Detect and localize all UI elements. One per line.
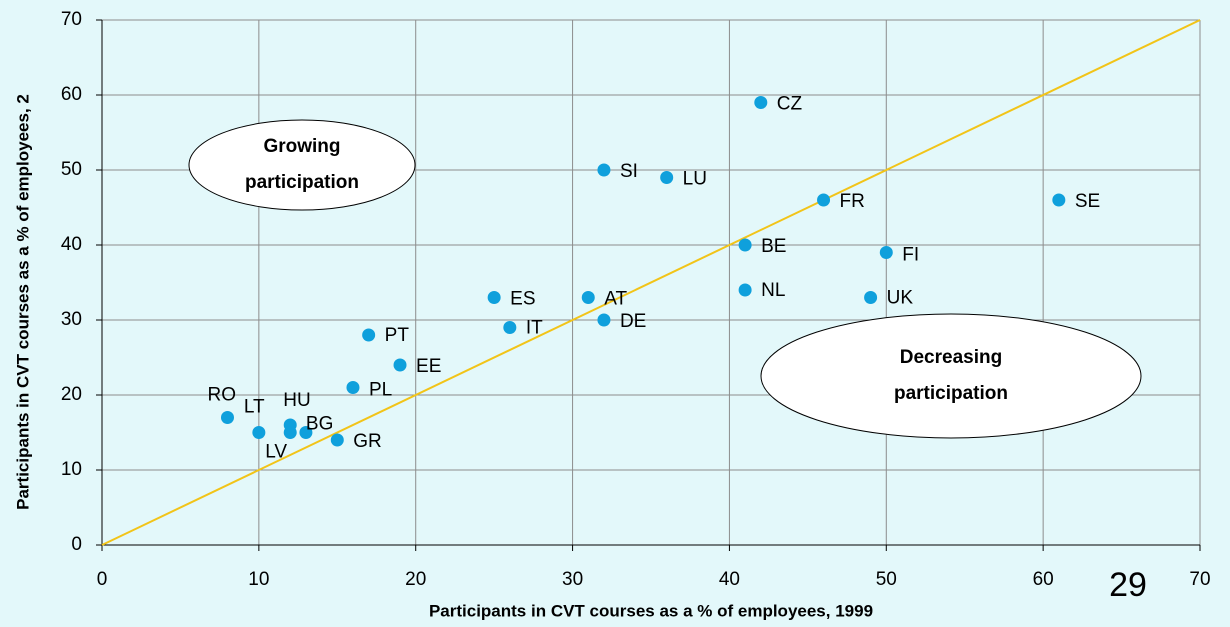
x-tick-label: 10 — [248, 569, 269, 590]
y-tick-label: 10 — [61, 459, 82, 480]
point-label: LU — [683, 169, 707, 190]
point-label: DE — [620, 311, 646, 332]
point-label: PT — [385, 325, 410, 346]
point — [330, 433, 344, 447]
y-tick-label: 20 — [61, 384, 82, 405]
point-label: EE — [416, 356, 441, 377]
point — [597, 313, 611, 327]
x-tick-label: 30 — [562, 569, 583, 590]
point — [817, 193, 831, 207]
point — [597, 163, 611, 177]
y-tick-label: 70 — [61, 9, 82, 30]
point-label: BE — [761, 236, 786, 257]
x-tick-label: 60 — [1033, 569, 1054, 590]
point — [503, 321, 517, 334]
point — [738, 238, 752, 252]
x-tick-label: 0 — [97, 569, 108, 590]
point-label: GR — [353, 431, 382, 452]
y-tick-label: 0 — [71, 534, 82, 555]
x-tick-label: 20 — [405, 569, 426, 590]
x-axis-label: Participants in CVT courses as a % of em… — [429, 601, 873, 620]
point — [754, 96, 768, 109]
point-label: NL — [761, 280, 785, 301]
point — [299, 426, 313, 439]
point-label: PL — [369, 380, 392, 401]
point-label: IT — [526, 318, 543, 339]
point — [487, 291, 501, 304]
x-tick-label: 70 — [1189, 569, 1210, 590]
point — [660, 171, 674, 184]
x-tick-label: 50 — [876, 569, 897, 590]
annotation-text: participation — [245, 172, 359, 193]
y-axis-label: Participants in CVT courses as a % of em… — [13, 94, 32, 510]
y-tick-label: 50 — [61, 159, 82, 180]
annotation-ellipse — [188, 119, 416, 211]
point — [283, 426, 297, 439]
point-label: AT — [604, 289, 627, 310]
point-label: ES — [510, 289, 535, 310]
point — [362, 328, 376, 342]
point-label: LV — [265, 442, 287, 463]
x-tick-label: 40 — [719, 569, 740, 590]
point-label: LT — [244, 397, 265, 418]
point-label: FI — [902, 245, 919, 266]
annotation-text: Decreasing — [900, 347, 1002, 368]
point-label: CZ — [777, 94, 803, 115]
point — [393, 358, 407, 372]
point-label: SI — [620, 161, 638, 182]
point-label: UK — [887, 288, 914, 309]
y-tick-label: 60 — [61, 84, 82, 105]
point — [346, 381, 360, 394]
point — [864, 291, 878, 304]
point-label: RO — [207, 385, 236, 406]
point — [581, 291, 595, 304]
y-tick-label: 30 — [61, 309, 82, 330]
annotation-text: participation — [894, 383, 1008, 404]
page-number: 29 — [1109, 566, 1147, 604]
reference-line — [101, 19, 1201, 546]
point-label: HU — [283, 390, 310, 411]
point — [738, 283, 752, 297]
point-label: FR — [840, 191, 865, 212]
y-tick-label: 40 — [61, 234, 82, 255]
point-label: SE — [1075, 191, 1100, 212]
annotation-text: Growing — [263, 136, 340, 157]
point — [879, 246, 893, 259]
annotation-ellipse — [760, 313, 1142, 439]
point — [220, 411, 234, 424]
point — [1052, 193, 1066, 207]
point — [252, 426, 266, 439]
point-label: BG — [306, 414, 333, 435]
